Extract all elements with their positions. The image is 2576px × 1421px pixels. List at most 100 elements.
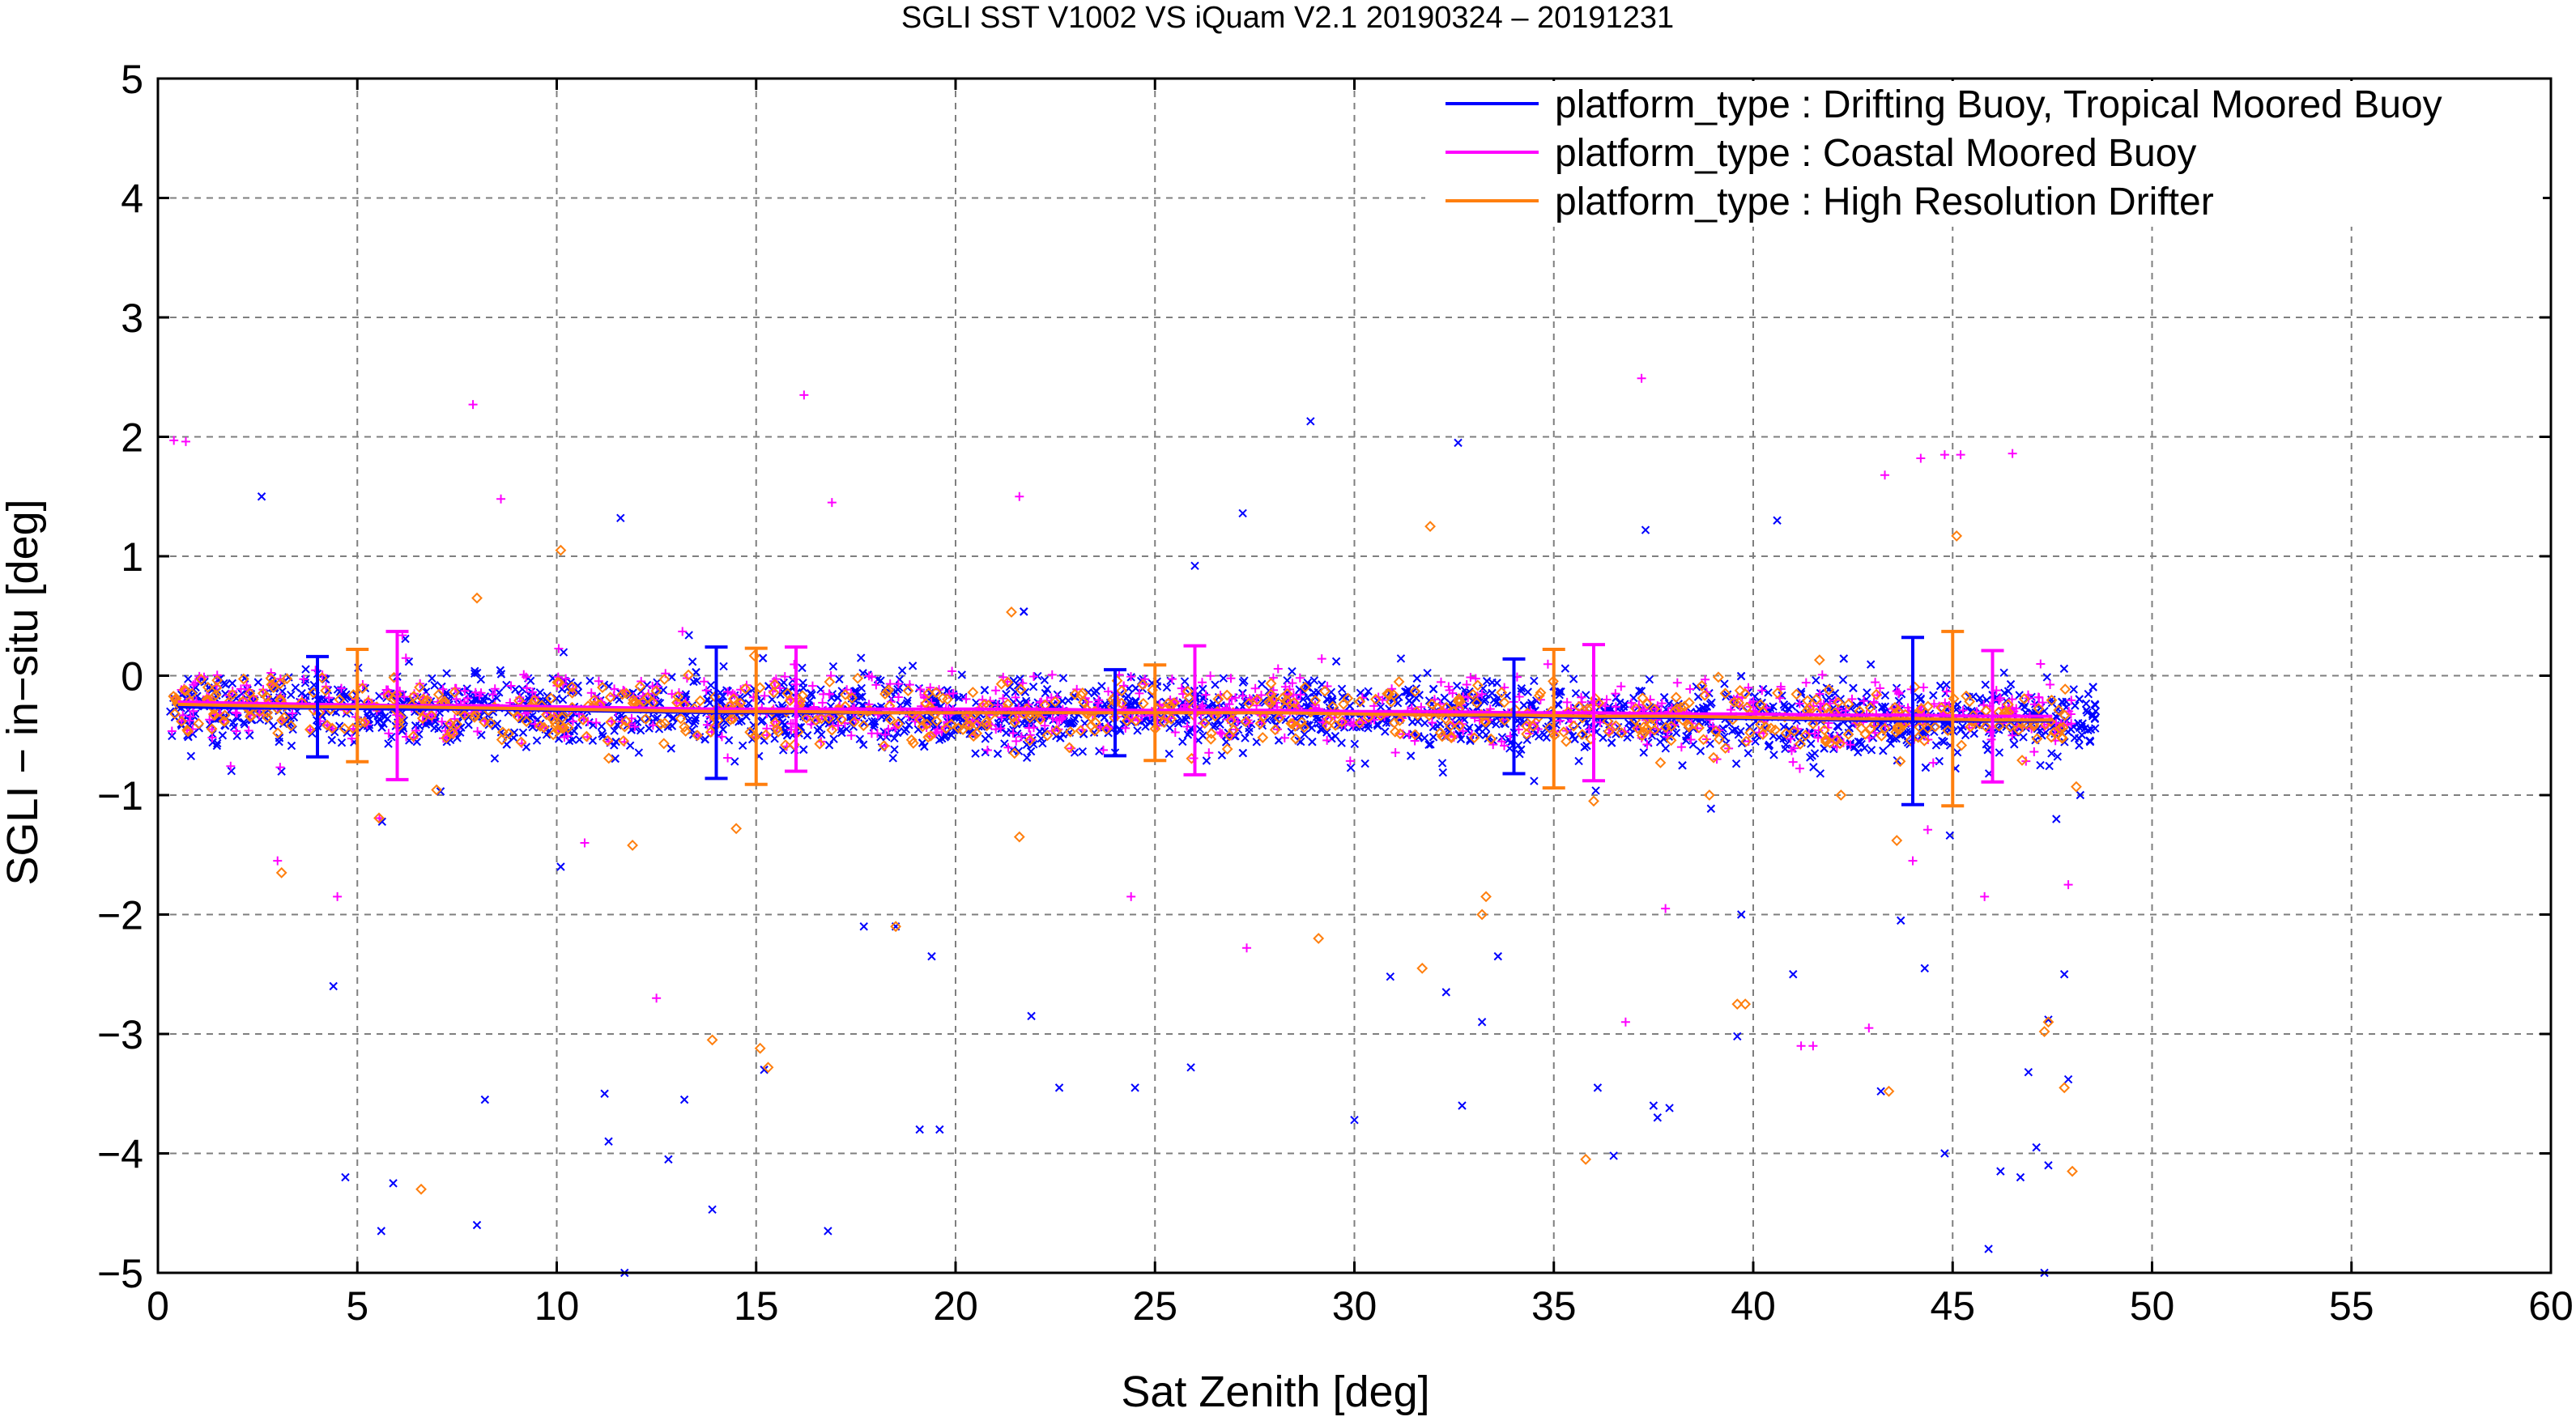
data-point bbox=[1063, 742, 1075, 754]
data-point bbox=[1135, 688, 1144, 698]
data-point bbox=[1790, 688, 1803, 700]
data-point bbox=[1939, 450, 1949, 460]
data-point bbox=[807, 681, 817, 691]
data-point bbox=[2090, 714, 2100, 724]
data-point bbox=[468, 400, 478, 410]
data-point bbox=[1720, 679, 1729, 688]
data-point bbox=[1929, 699, 1939, 708]
data-point bbox=[1929, 691, 1938, 700]
data-point bbox=[2063, 1074, 2073, 1084]
data-point bbox=[1011, 736, 1021, 746]
data-point bbox=[1517, 684, 1526, 693]
data-point bbox=[738, 741, 747, 751]
data-point bbox=[807, 691, 816, 700]
data-point bbox=[2042, 1016, 2054, 1028]
data-point bbox=[641, 691, 654, 704]
data-point bbox=[1799, 730, 1812, 741]
data-point bbox=[245, 730, 254, 740]
data-point bbox=[253, 705, 266, 717]
data-point bbox=[275, 763, 285, 772]
data-point bbox=[1530, 676, 1539, 686]
data-point bbox=[518, 728, 528, 738]
data-point bbox=[1854, 747, 1863, 757]
data-point bbox=[1415, 691, 1424, 700]
data-point bbox=[341, 1172, 350, 1182]
data-point bbox=[1002, 676, 1014, 688]
data-point bbox=[1627, 698, 1637, 708]
error-bar bbox=[1981, 649, 2004, 784]
data-point bbox=[618, 735, 629, 747]
data-point bbox=[186, 751, 196, 760]
data-point bbox=[1754, 718, 1766, 730]
data-point bbox=[1876, 730, 1888, 742]
error-bar bbox=[306, 654, 329, 759]
data-point bbox=[1859, 728, 1871, 740]
data-point bbox=[1857, 739, 1866, 749]
data-point bbox=[655, 718, 666, 730]
data-point bbox=[664, 1155, 673, 1164]
data-point bbox=[244, 725, 253, 735]
data-point bbox=[1514, 692, 1524, 702]
data-point bbox=[638, 691, 648, 701]
data-point bbox=[1757, 686, 1767, 696]
data-point bbox=[1836, 695, 1846, 704]
data-point bbox=[1337, 684, 1347, 693]
data-point bbox=[1795, 699, 1804, 708]
data-point bbox=[739, 683, 752, 695]
data-point bbox=[549, 721, 561, 732]
y-tick-label: −2 bbox=[97, 893, 143, 938]
data-point bbox=[452, 694, 462, 704]
data-point bbox=[796, 690, 808, 702]
data-point bbox=[883, 684, 895, 696]
data-point bbox=[1290, 733, 1301, 745]
data-point bbox=[2031, 733, 2043, 745]
data-point bbox=[1409, 729, 1421, 741]
data-point bbox=[1664, 726, 1673, 735]
data-point bbox=[1238, 748, 1248, 758]
data-point bbox=[2008, 449, 2017, 458]
data-point bbox=[444, 718, 456, 730]
data-point bbox=[1050, 725, 1062, 737]
data-point bbox=[1696, 747, 1705, 755]
data-point bbox=[1498, 714, 1510, 726]
data-point bbox=[1008, 729, 1018, 738]
data-point bbox=[1381, 727, 1390, 736]
data-point bbox=[556, 722, 568, 734]
data-point bbox=[935, 1125, 944, 1134]
data-point bbox=[506, 681, 516, 691]
data-point bbox=[477, 730, 486, 740]
data-point bbox=[996, 724, 1006, 734]
data-point bbox=[654, 725, 664, 734]
data-point bbox=[1280, 682, 1290, 691]
data-point bbox=[276, 714, 287, 726]
data-point bbox=[692, 730, 704, 742]
data-point bbox=[1875, 683, 1884, 693]
data-point bbox=[1637, 373, 1646, 383]
data-point bbox=[411, 721, 420, 730]
legend-label: platform_type : High Resolution Drifter bbox=[1555, 181, 2214, 223]
data-point bbox=[1705, 739, 1714, 748]
error-bar bbox=[785, 645, 807, 773]
data-point bbox=[1069, 688, 1081, 700]
data-point bbox=[2002, 699, 2014, 711]
data-point bbox=[768, 687, 780, 699]
data-point bbox=[1641, 525, 1650, 534]
data-point bbox=[634, 680, 646, 692]
data-point bbox=[1679, 700, 1691, 713]
data-point bbox=[1514, 725, 1523, 734]
data-point bbox=[408, 691, 419, 702]
data-point bbox=[688, 657, 697, 666]
data-point bbox=[1779, 700, 1789, 709]
data-point bbox=[1838, 675, 1848, 684]
data-point bbox=[1685, 684, 1695, 694]
data-point bbox=[1288, 666, 1297, 676]
data-point bbox=[1240, 716, 1252, 728]
y-tick-label: −1 bbox=[97, 773, 143, 819]
data-point bbox=[401, 653, 411, 663]
data-point bbox=[1779, 734, 1788, 743]
data-point bbox=[1739, 687, 1751, 700]
data-point bbox=[1454, 438, 1463, 448]
data-point bbox=[611, 754, 620, 764]
data-point bbox=[871, 680, 881, 690]
data-point bbox=[1441, 988, 1450, 997]
